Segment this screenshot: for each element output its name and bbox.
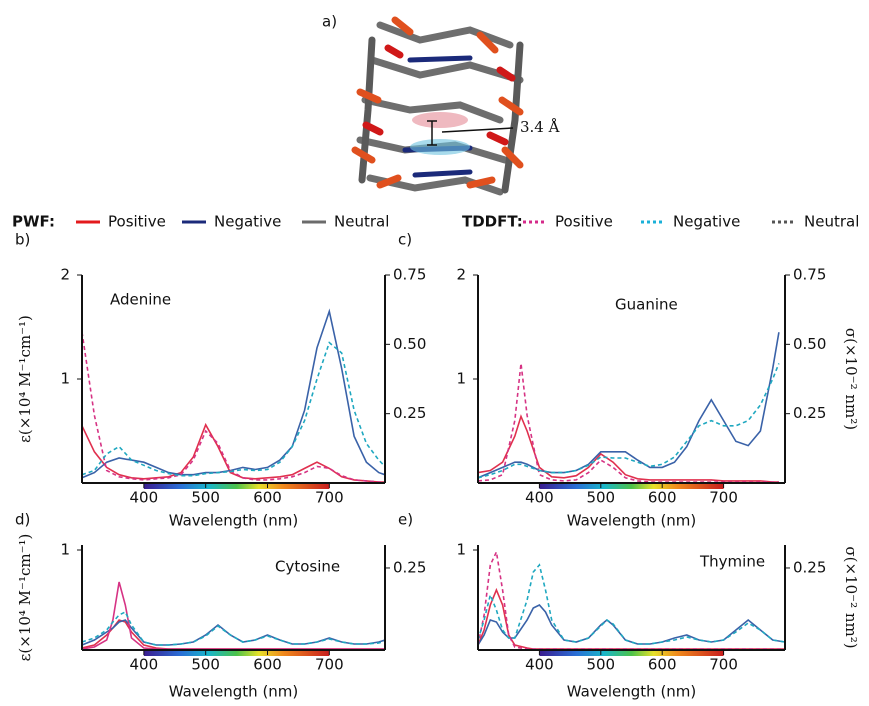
x-axis-label: Wavelength (nm) (169, 512, 299, 530)
y-tick-label: 1 (60, 541, 70, 559)
x-tick-label: 500 (191, 489, 220, 507)
x-tick-label: 600 (648, 656, 677, 674)
y2-tick-label: 0.25 (793, 558, 826, 576)
x-tick-label: 700 (709, 489, 738, 507)
panel: d) Cytosine 400 500 600 700 1 0.25 Wavelength (n… (15, 511, 426, 701)
spectrum-line (82, 620, 385, 649)
y-axis-label: ε(×10⁴ M⁻¹cm⁻¹) (16, 534, 34, 662)
panel: c) Guanine 400 500 600 700 1 2 0.25 0.50 0.75 Wavel… (398, 231, 860, 530)
y2-axis-label: σ(×10⁻² nm²) (842, 546, 860, 648)
x-axis-label: Wavelength (nm) (169, 683, 299, 701)
x-axis-label: Wavelength (nm) (567, 512, 697, 530)
panel-label: d) (15, 511, 30, 529)
legend-label: Positive (555, 213, 613, 231)
panel-title: Cytosine (275, 558, 340, 576)
legend-label: Positive (108, 213, 166, 231)
x-tick-label: 700 (709, 656, 738, 674)
panel-title: Guanine (615, 296, 678, 314)
panel-label: a) (322, 13, 337, 31)
spectrum-line (478, 590, 785, 649)
y2-tick-label: 0.75 (793, 266, 826, 284)
spectrum-bar (539, 651, 723, 656)
y2-tick-label: 0.25 (393, 558, 426, 576)
spectrum-line (82, 425, 385, 482)
x-tick-label: 600 (253, 489, 282, 507)
panel: b) Adenine 400 500 600 700 1 2 0.25 0.50 0.75 Wavel… (15, 231, 426, 530)
x-tick-label: 400 (130, 489, 159, 507)
x-tick-label: 700 (315, 489, 344, 507)
panel-label: b) (15, 231, 30, 249)
x-tick-label: 500 (586, 489, 615, 507)
x-tick-label: 400 (130, 656, 159, 674)
panel-label: e) (398, 511, 413, 529)
legend-label: Negative (673, 213, 740, 231)
x-axis-label: Wavelength (nm) (567, 683, 697, 701)
y2-tick-label: 0.75 (393, 266, 426, 284)
panel: e) Thymine 400 500 600 700 1 0.25 Wavelength (nm… (398, 511, 860, 701)
panel-title: Adenine (110, 291, 171, 309)
y-axis-label: ε(×10⁴ M⁻¹cm⁻¹) (16, 315, 34, 443)
distance-label: 3.4 Å (520, 118, 560, 136)
spectrum-line (82, 311, 385, 477)
spectrum-bar (144, 651, 330, 656)
panel-label: c) (398, 231, 412, 249)
legend-label: Negative (214, 213, 281, 231)
legend-label: Neutral (804, 213, 859, 231)
x-tick-label: 700 (315, 656, 344, 674)
legend-title: PWF: (12, 213, 55, 231)
y-tick-label: 1 (456, 370, 466, 388)
panel-title: Thymine (699, 553, 765, 571)
spectrum-line (82, 620, 385, 645)
y2-tick-label: 0.25 (393, 404, 426, 422)
y2-tick-label: 0.50 (793, 335, 826, 353)
y2-axis-label: σ(×10⁻² nm²) (842, 328, 860, 430)
x-tick-label: 400 (525, 489, 554, 507)
x-tick-label: 400 (525, 656, 554, 674)
spectrum-line (82, 612, 385, 645)
y2-tick-label: 0.25 (793, 404, 826, 422)
x-tick-label: 600 (648, 489, 677, 507)
x-tick-label: 500 (586, 656, 615, 674)
y-tick-label: 1 (60, 370, 70, 388)
spectrum-line (478, 565, 785, 644)
legend-label: Neutral (334, 213, 389, 231)
legend-title: TDDFT: (462, 213, 523, 231)
y-tick-label: 2 (456, 266, 466, 284)
y2-tick-label: 0.50 (393, 335, 426, 353)
spectrum-bar (144, 484, 330, 489)
spectrum-line (82, 343, 385, 476)
molecule-illustration: a) 3.4 Å (322, 13, 560, 193)
figure: a) 3.4 Å PWF: Positive Negative Neutral TDDF… (0, 0, 869, 706)
spectrum-line (478, 332, 779, 478)
y-tick-label: 1 (456, 541, 466, 559)
x-tick-label: 500 (191, 656, 220, 674)
spectrum-bar (539, 484, 723, 489)
y-tick-label: 2 (60, 266, 70, 284)
x-tick-label: 600 (253, 656, 282, 674)
spectrum-line (478, 416, 779, 482)
